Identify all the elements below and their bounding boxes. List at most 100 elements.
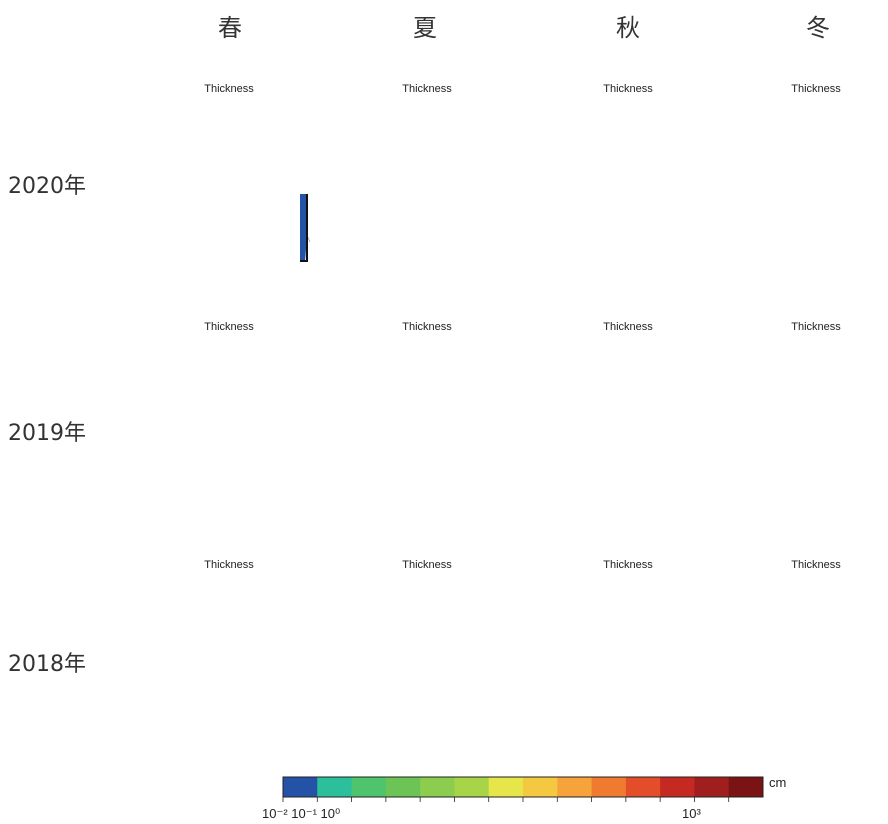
boundary	[389, 122, 408, 227]
boundary	[455, 360, 474, 465]
coast	[348, 445, 508, 480]
map-frame	[349, 574, 505, 737]
ash-plume	[594, 585, 711, 694]
panel-title: Thickness	[402, 321, 452, 333]
ash-core	[599, 427, 621, 443]
map-bg	[348, 573, 506, 738]
ash-core	[778, 191, 800, 206]
ash-plume-green	[194, 424, 300, 486]
map-frame	[550, 98, 706, 261]
ash-vent	[393, 204, 401, 210]
coast	[150, 445, 310, 480]
boundary	[612, 578, 631, 683]
colorbar-unit: cm	[769, 775, 786, 790]
boundary	[778, 360, 797, 465]
boundary	[191, 122, 210, 227]
ash-plume-green	[776, 376, 888, 455]
colorbar-segment	[694, 777, 729, 797]
map-frame	[151, 574, 307, 737]
boundary	[734, 102, 753, 207]
colorbar-segment	[386, 777, 421, 797]
ash-vent	[782, 199, 790, 205]
boundary	[800, 102, 819, 207]
map-frame	[738, 98, 888, 261]
colorbar-segment	[420, 777, 455, 797]
column-header: 冬	[806, 14, 830, 42]
boundary	[844, 122, 863, 227]
ash-core	[380, 423, 390, 443]
map-panel	[546, 573, 711, 738]
ash-plume	[388, 159, 465, 211]
boundary	[756, 112, 775, 217]
map-bg	[737, 335, 888, 500]
ash-plume-light	[776, 644, 841, 687]
ash-area	[150, 573, 308, 738]
ash-core	[592, 662, 614, 681]
boundary	[411, 340, 430, 445]
map-bg	[737, 97, 888, 262]
panel-title: Thickness	[791, 559, 841, 571]
coast	[150, 207, 310, 242]
coast	[737, 207, 888, 242]
ash-plume	[194, 407, 328, 515]
ash-vent	[200, 199, 208, 205]
ash-plume	[776, 340, 888, 478]
ash-plume-light	[194, 673, 236, 693]
colorbar-segment	[454, 777, 489, 797]
ash-plume	[776, 559, 888, 719]
ash-core	[198, 197, 218, 207]
coast	[737, 445, 888, 480]
ash-plume-light	[776, 409, 837, 445]
colorbar-segment	[729, 777, 764, 797]
colorbar-label: 10³	[682, 806, 701, 821]
ash-core	[585, 184, 607, 205]
boundary	[546, 578, 565, 683]
ash-plume-green	[194, 169, 286, 235]
boundary	[257, 122, 276, 227]
boundary	[213, 340, 232, 445]
map-frame	[550, 574, 706, 737]
boundary	[568, 350, 587, 455]
boundary	[778, 598, 797, 703]
boundary	[147, 578, 166, 683]
boundary	[568, 112, 587, 217]
map-bg	[348, 97, 506, 262]
figure: ThicknessThicknessThicknessThicknessThic…	[0, 0, 888, 824]
map-frame	[738, 336, 888, 499]
map-frame	[738, 574, 888, 737]
boundary	[656, 122, 675, 227]
boundary	[590, 122, 609, 227]
map-panel	[345, 573, 508, 738]
ash-vent	[393, 430, 401, 436]
boundary	[612, 102, 631, 207]
boundary	[235, 350, 254, 455]
ash-vent	[398, 678, 406, 684]
panel-title: Thickness	[402, 83, 452, 95]
boundary	[389, 598, 408, 703]
ash-plume-light	[589, 166, 634, 206]
map-bg	[549, 573, 707, 738]
boundary	[756, 350, 775, 455]
colorbar-segment	[317, 777, 352, 797]
map-bg	[150, 335, 308, 500]
ash-vent	[782, 432, 790, 438]
boundary	[257, 598, 276, 703]
ash-plume-green	[377, 384, 410, 439]
boundary	[433, 350, 452, 455]
map-panel	[546, 92, 716, 262]
ash-plume-light	[594, 650, 636, 681]
coast	[737, 683, 888, 718]
ash-area	[348, 335, 506, 500]
boundary	[800, 578, 819, 683]
boundary	[822, 112, 841, 217]
ash-plume-light	[388, 192, 418, 209]
colorbar-segment	[283, 777, 318, 797]
boundary	[822, 588, 841, 693]
ash-vent	[200, 680, 208, 686]
ash-core	[197, 436, 218, 449]
boundary	[345, 102, 364, 207]
coast	[549, 445, 709, 480]
boundary	[590, 598, 609, 703]
map-panel	[147, 573, 310, 738]
